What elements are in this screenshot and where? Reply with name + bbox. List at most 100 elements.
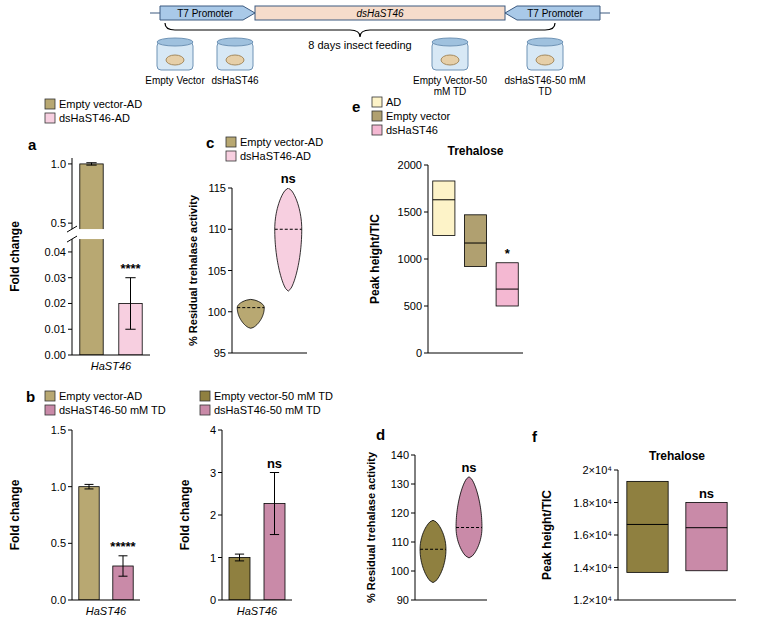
x-axis: [72, 600, 140, 601]
category-label: HaST46: [86, 605, 127, 617]
median-line: [464, 243, 486, 244]
group-label: dsHaST46-50 mMTD: [504, 75, 585, 97]
tick: [614, 470, 618, 471]
panel: 95100105110115% Residual trehalase activ…: [187, 134, 323, 359]
legend-label: AD: [386, 96, 401, 108]
label-line: Empty Vector-50: [413, 75, 487, 86]
tick-label: 1.4×10⁴: [573, 562, 612, 574]
axis-title: % Residual trehalase activity: [365, 451, 377, 603]
median-line: [496, 289, 518, 290]
tick: [424, 353, 428, 354]
error-cap: [235, 560, 244, 561]
tick: [68, 600, 72, 601]
tick-label: 130: [391, 478, 409, 490]
legend-label: Empty vector-50 mM TD: [214, 390, 333, 402]
x-axis: [415, 600, 487, 601]
tick-label: 0.04: [45, 246, 66, 258]
box: [627, 481, 668, 572]
panel-letter: f: [532, 428, 538, 445]
category-label: HaST46: [237, 605, 278, 617]
x-axis: [222, 600, 292, 601]
y-axis: [72, 430, 73, 600]
error-line: [89, 484, 90, 489]
break-mark: [67, 236, 77, 242]
error-cap: [125, 329, 135, 330]
cup: [217, 38, 253, 70]
significance: ns: [461, 460, 476, 475]
tick: [228, 270, 232, 271]
panel-letter: a: [28, 136, 37, 153]
tick-label: 140: [391, 449, 409, 461]
tick-label: 1500: [398, 206, 422, 218]
title: Trehalose: [447, 144, 503, 158]
axis-title: Fold change: [178, 479, 192, 550]
error-cap: [85, 484, 94, 485]
tick: [614, 600, 618, 601]
tick: [218, 600, 222, 601]
promoter-arrow: [160, 6, 255, 20]
marks: [433, 181, 519, 306]
legend-swatch: [200, 391, 210, 401]
tick: [218, 430, 222, 431]
tick-label: 1.2×10⁴: [573, 594, 612, 606]
tick: [68, 223, 72, 224]
y-axis: [415, 455, 416, 600]
significance: ns: [267, 456, 282, 471]
violin: [237, 299, 264, 328]
tick-label: 90: [397, 594, 409, 606]
tick: [411, 455, 415, 456]
tick-label: 1.0: [51, 158, 66, 170]
tick-label: 0: [416, 347, 422, 359]
panel: HaST460.00.51.01.5Fold changebEmpty vect…: [8, 388, 166, 617]
tick-label: 0: [210, 594, 216, 606]
cup-lid: [432, 38, 468, 46]
tick-label: 2: [210, 509, 216, 521]
axis-title: Fold change: [8, 479, 22, 550]
significance: ns: [699, 486, 714, 501]
marks: [80, 164, 142, 355]
legend-swatch: [200, 405, 210, 415]
tick: [424, 212, 428, 213]
legend-swatch: [372, 97, 382, 107]
panel-letter: e: [352, 98, 360, 115]
bar: [79, 487, 99, 600]
x-axis: [232, 353, 307, 354]
error-bar: [125, 278, 135, 330]
median-line: [456, 527, 482, 528]
legend-swatch: [372, 125, 382, 135]
tick-label: 120: [391, 507, 409, 519]
significance: ****: [120, 261, 141, 276]
legend-label: dsHaST46-AD: [59, 112, 130, 124]
legend-label: dsHaST46-AD: [240, 150, 311, 162]
tick-label: 500: [404, 300, 422, 312]
significance: *: [505, 246, 511, 261]
axis-title: Peak height/TIC: [540, 490, 554, 580]
cup: [432, 38, 468, 70]
tick: [68, 430, 72, 431]
box: [686, 503, 727, 571]
tick-label: 0.5: [51, 217, 66, 229]
legend-swatch: [45, 405, 55, 415]
marks: [420, 477, 482, 583]
error-cap: [235, 554, 244, 555]
tick: [218, 515, 222, 516]
significance: *****: [110, 539, 136, 554]
legend-swatch: [45, 391, 55, 401]
legend-label: Empty vector: [386, 110, 451, 122]
cup: [527, 38, 563, 70]
tick: [68, 163, 72, 164]
tick-label: 2000: [398, 159, 422, 171]
box: [496, 263, 518, 306]
error-bar: [86, 163, 96, 165]
median-line: [420, 549, 446, 550]
axis-title: Fold change: [8, 221, 22, 292]
tick-label: 4: [210, 424, 216, 436]
error-bar: [85, 484, 94, 489]
group-label: Empty Vector: [145, 75, 205, 86]
error-cap: [85, 488, 94, 489]
legend-swatch: [372, 111, 382, 121]
tick: [68, 251, 72, 252]
marks: [237, 188, 302, 328]
promoter-arrow: [505, 6, 600, 20]
bar: [80, 164, 103, 355]
